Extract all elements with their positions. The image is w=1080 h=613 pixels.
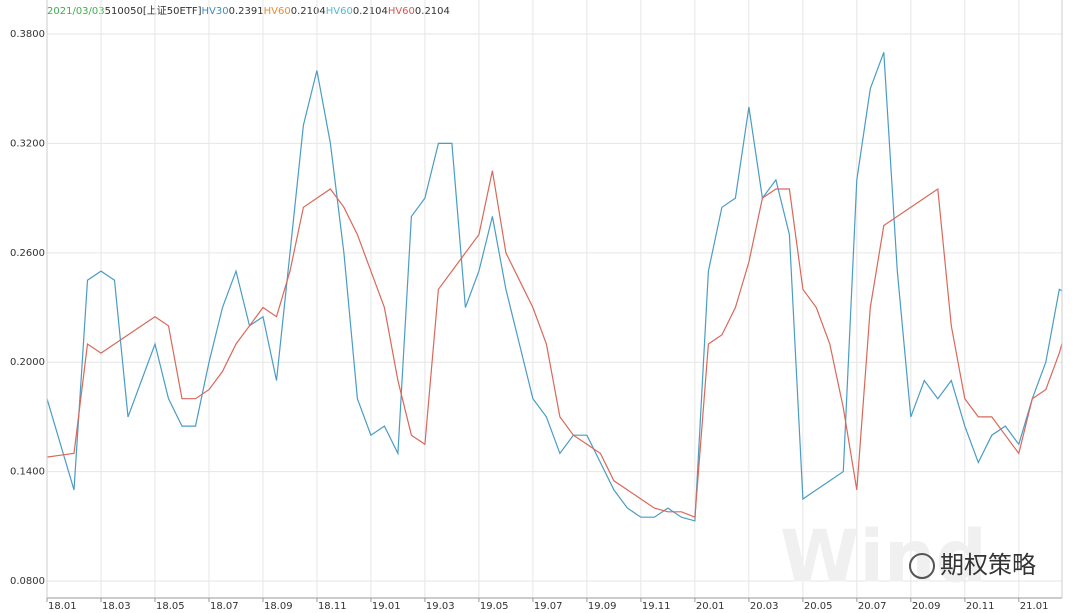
watermark-icon	[909, 553, 935, 579]
x-tick-label: 19.11	[642, 601, 671, 612]
line-series	[46, 170, 1063, 519]
x-tick-label: 20.05	[804, 601, 833, 612]
header-item: 2021/03/03	[47, 6, 105, 17]
x-tick-label: 20.01	[696, 601, 725, 612]
header-item: 510050[上证50ETF]	[105, 5, 202, 17]
x-tick-label: 18.01	[48, 601, 77, 612]
x-tick-label: 19.01	[372, 601, 401, 612]
x-tick-label: 20.07	[858, 601, 887, 612]
y-tick-label: 0.1400	[10, 467, 45, 478]
header-item: 0.2104	[353, 6, 388, 17]
x-tick-label: 18.11	[318, 601, 347, 612]
x-tick-label: 21.01	[1020, 601, 1049, 612]
x-tick-label: 18.09	[264, 601, 293, 612]
header-item: 0.2104	[415, 6, 450, 17]
x-tick-label: 20.03	[750, 601, 779, 612]
x-tick-label: 19.05	[480, 601, 509, 612]
y-tick-label: 0.2600	[10, 248, 45, 259]
header-item: 0.2104	[291, 6, 326, 17]
x-tick-label: 18.03	[102, 601, 131, 612]
x-tick-label: 20.11	[966, 601, 995, 612]
header-item: HV60	[264, 6, 291, 17]
header-item: HV60	[326, 6, 353, 17]
y-tick-label: 0.0800	[10, 576, 45, 587]
x-tick-label: 19.09	[588, 601, 617, 612]
y-tick-label: 0.3200	[10, 138, 45, 149]
y-tick-label: 0.2000	[10, 357, 45, 368]
chart-header: 2021/03/03510050[上证50ETF]HV300.2391HV600…	[47, 5, 450, 17]
y-tick-label: 0.3800	[10, 29, 45, 40]
x-tick-label: 19.03	[426, 601, 455, 612]
x-tick-label: 18.05	[156, 601, 185, 612]
watermark: Wind	[780, 515, 987, 599]
x-tick-label: 19.07	[534, 601, 563, 612]
header-item: HV60	[388, 6, 415, 17]
watermark: 期权策略	[940, 551, 1036, 579]
header-item: 0.2391	[229, 6, 264, 17]
line-series	[46, 52, 1063, 522]
x-tick-label: 18.07	[210, 601, 239, 612]
header-item: HV30	[202, 6, 229, 17]
x-tick-label: 20.09	[912, 601, 941, 612]
